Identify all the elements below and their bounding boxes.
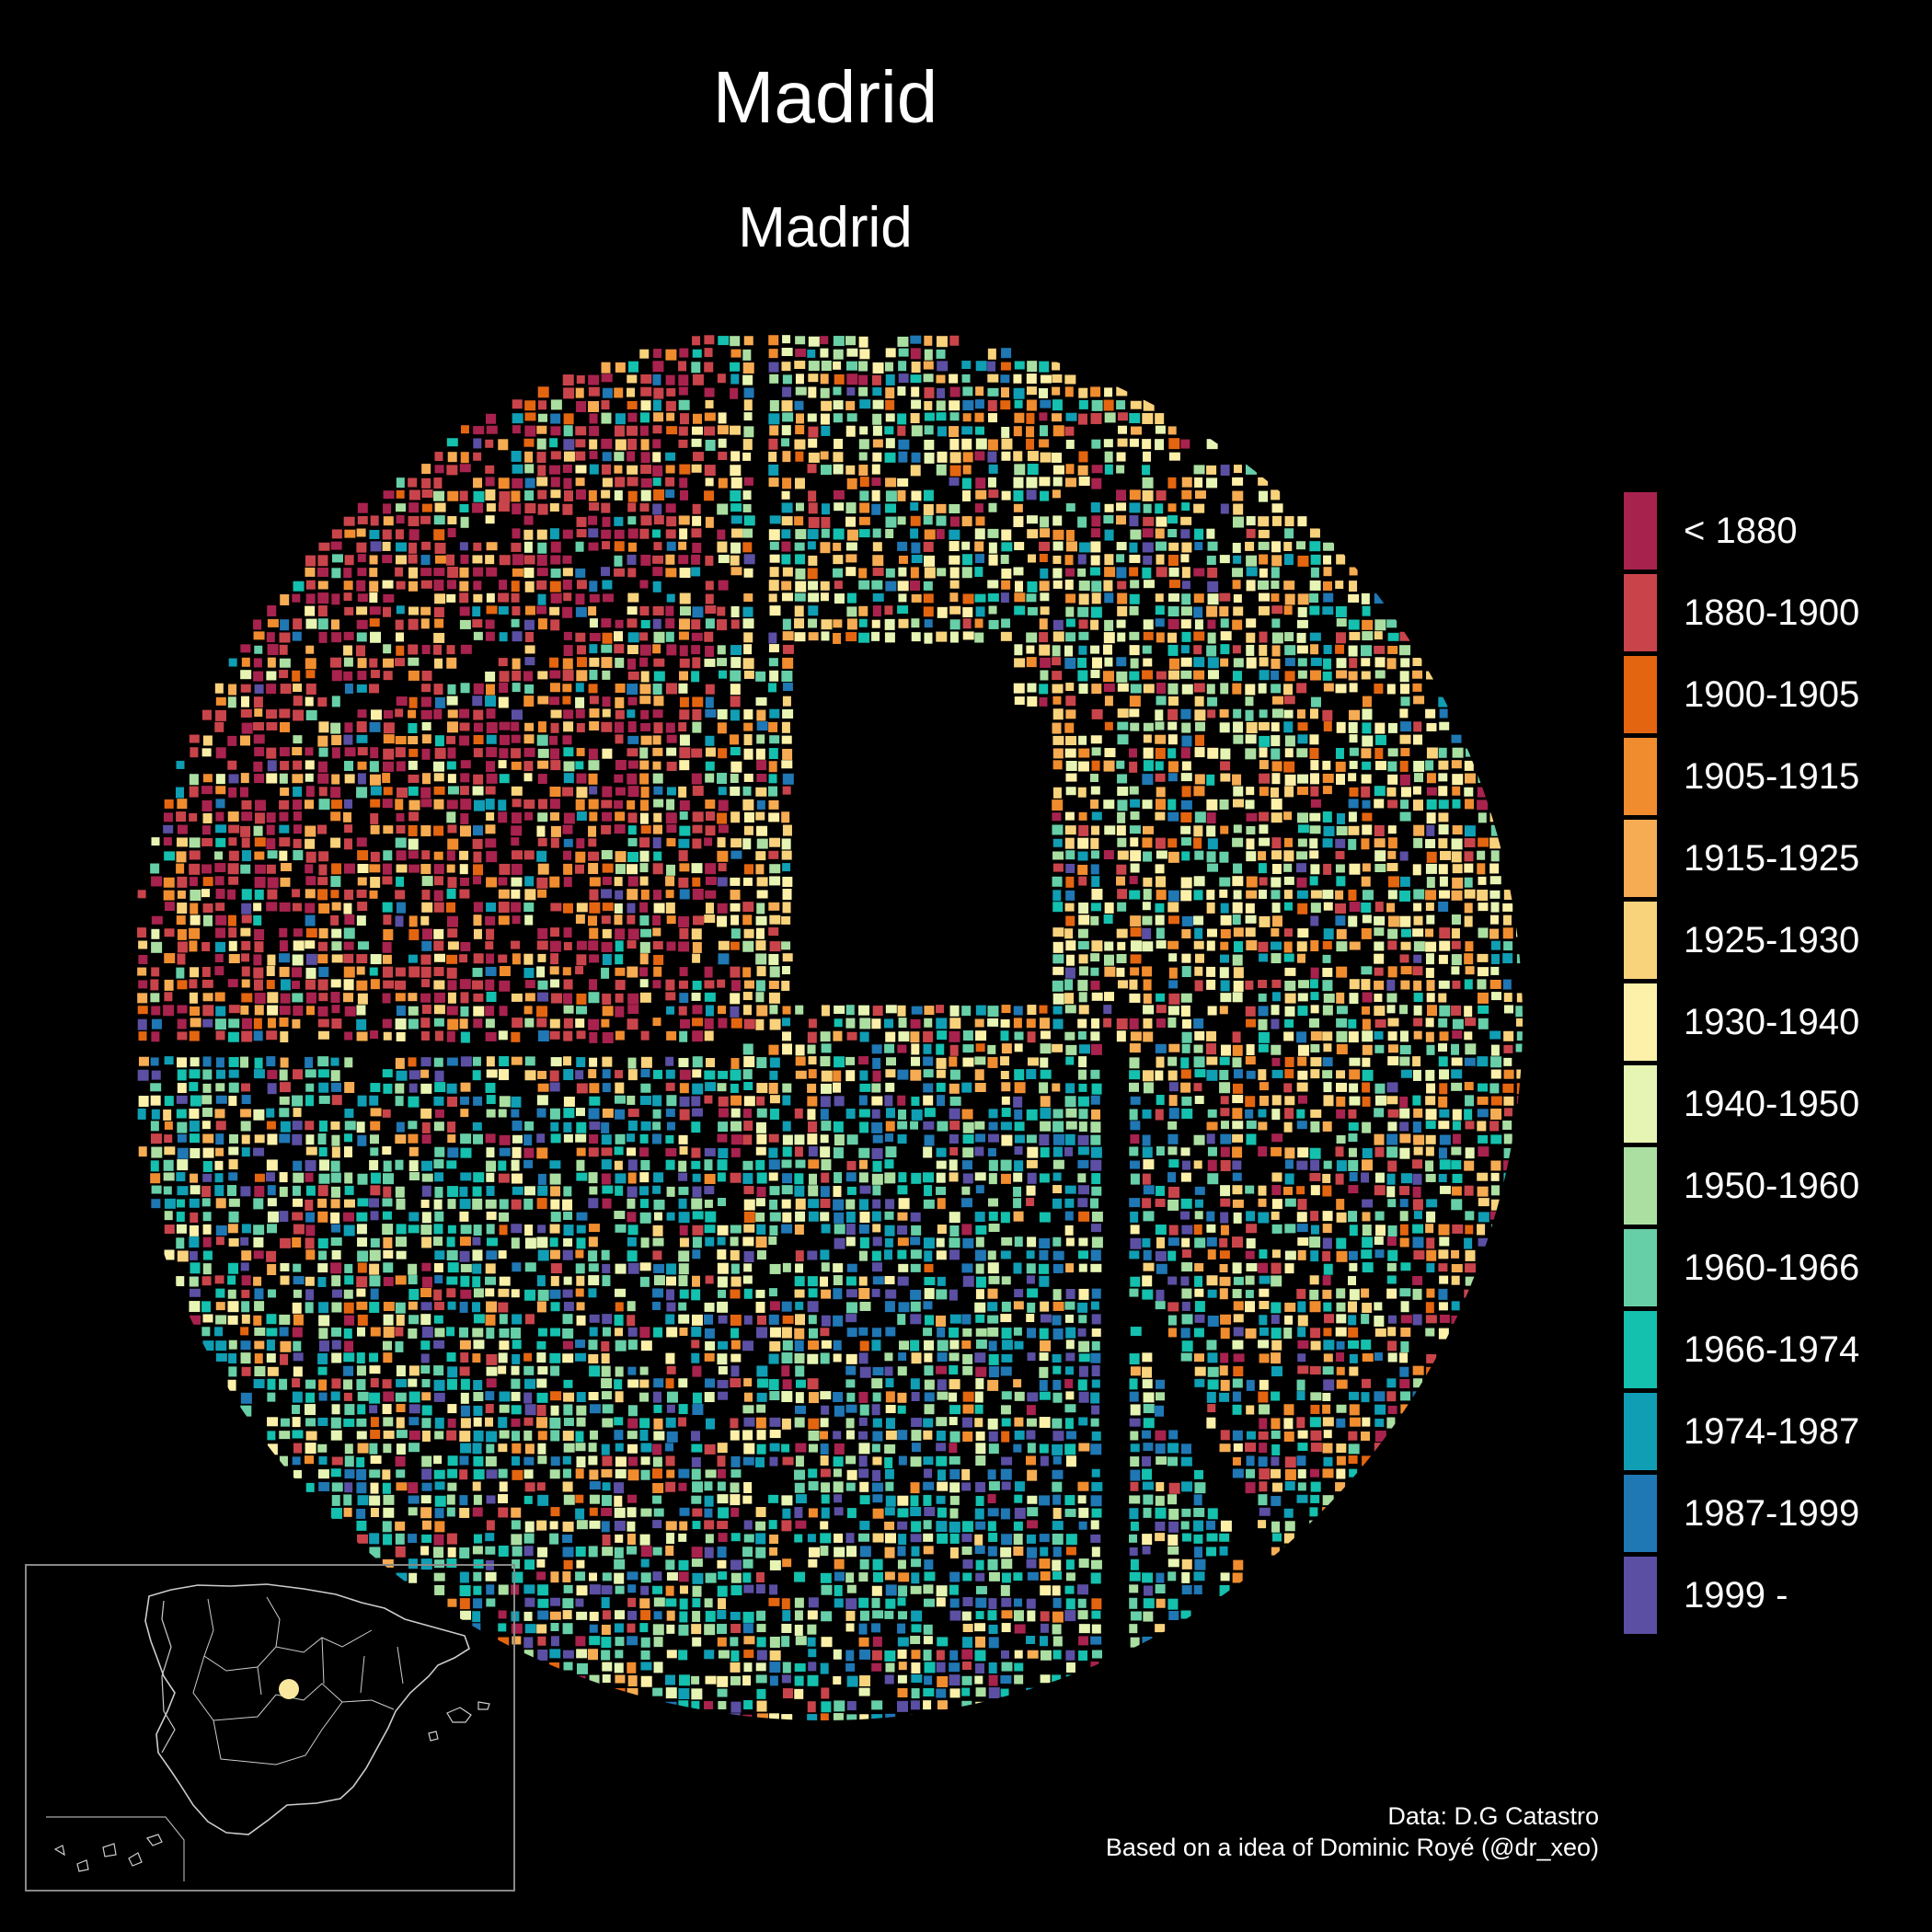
caption-credit: Based on a idea of Dominic Royé (@dr_xeo… bbox=[1106, 1834, 1599, 1861]
legend-swatch bbox=[1624, 1065, 1657, 1143]
building-footprint-map bbox=[137, 335, 1523, 1720]
spain-locator-inset bbox=[25, 1564, 515, 1892]
legend-swatch bbox=[1624, 492, 1657, 569]
legend-label: 1880-1900 bbox=[1684, 592, 1859, 633]
legend-label: 1940-1950 bbox=[1684, 1084, 1859, 1124]
inset-frame bbox=[25, 1564, 515, 1892]
legend-label: < 1880 bbox=[1684, 511, 1797, 551]
map-title: Madrid bbox=[713, 56, 938, 138]
legend-label: 1915-1925 bbox=[1684, 838, 1859, 879]
legend-swatch bbox=[1624, 1229, 1657, 1306]
legend-label: 1960-1966 bbox=[1684, 1248, 1859, 1288]
legend-label: 1974-1987 bbox=[1684, 1411, 1859, 1452]
legend-swatch bbox=[1624, 574, 1657, 651]
legend-swatch bbox=[1624, 1393, 1657, 1470]
legend-label: 1925-1930 bbox=[1684, 920, 1859, 960]
map-subtitle: Madrid bbox=[738, 196, 913, 259]
legend-swatch bbox=[1624, 1475, 1657, 1552]
legend-label: 1930-1940 bbox=[1684, 1002, 1859, 1042]
canary-islands bbox=[53, 1834, 163, 1872]
legend-label: 1966-1974 bbox=[1684, 1329, 1859, 1370]
madrid-location-marker bbox=[279, 1679, 299, 1699]
balearic-islands bbox=[428, 1701, 490, 1742]
legend-swatch bbox=[1624, 983, 1657, 1061]
legend-swatch bbox=[1624, 1311, 1657, 1388]
canary-islands-frame bbox=[46, 1816, 185, 1881]
legend-label: 1950-1960 bbox=[1684, 1166, 1859, 1206]
legend-swatch bbox=[1624, 1147, 1657, 1225]
spain-outline bbox=[144, 1583, 470, 1835]
legend-label: 1987-1999 bbox=[1684, 1493, 1859, 1534]
spain-portugal-border bbox=[161, 1600, 176, 1754]
caption-source: Data: D.G Catastro bbox=[1387, 1802, 1599, 1830]
legend-label: 1900-1905 bbox=[1684, 674, 1859, 715]
legend-swatch bbox=[1624, 902, 1657, 979]
spain-regions bbox=[192, 1596, 404, 1765]
legend-swatch bbox=[1624, 738, 1657, 815]
legend: < 1880 1880-1900 1900-1905 1905-1915 1915-19… bbox=[1624, 492, 1859, 1634]
legend-label: 1905-1915 bbox=[1684, 756, 1859, 797]
legend-swatch bbox=[1624, 1557, 1657, 1634]
legend-swatch bbox=[1624, 820, 1657, 897]
legend-swatch bbox=[1624, 656, 1657, 733]
legend-label: 1999 - bbox=[1684, 1575, 1788, 1616]
